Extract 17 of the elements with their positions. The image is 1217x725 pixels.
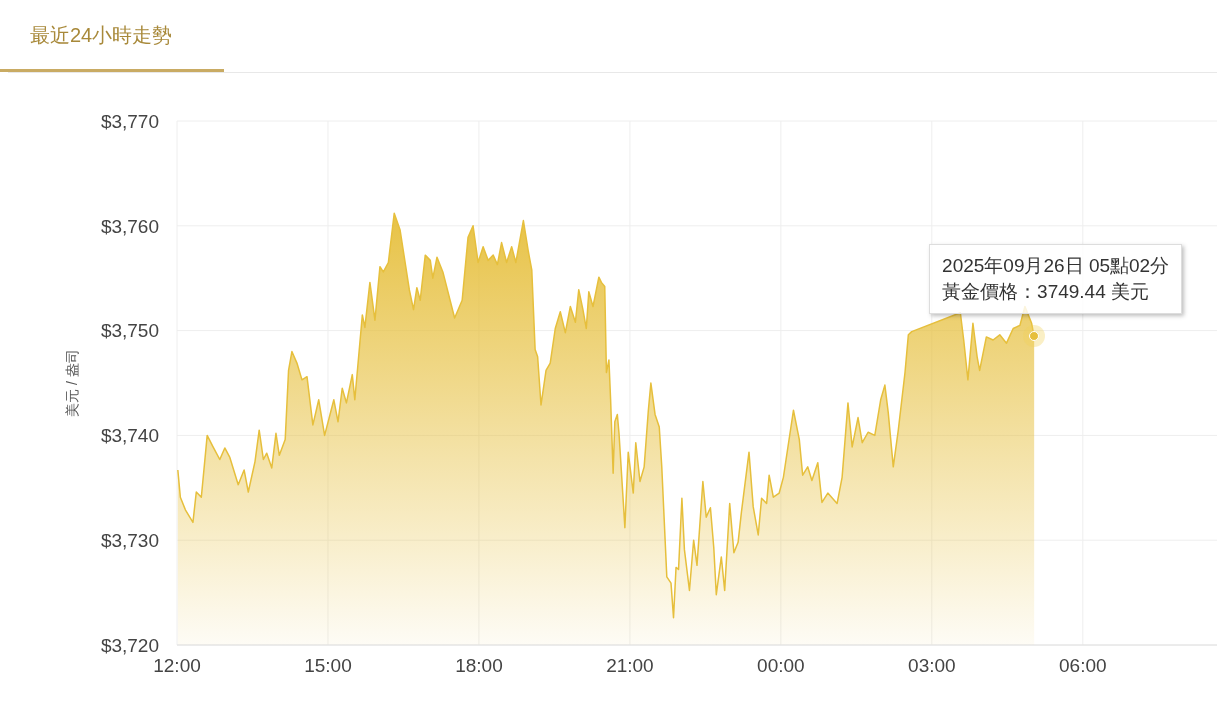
x-tick-label: 00:00 (757, 655, 805, 677)
y-tick-label: $3,740 (100, 425, 159, 447)
x-tick-label: 21:00 (606, 655, 654, 677)
annotation: 2025年09月26日 05點02分 (942, 254, 1170, 279)
y-tick-label: $3,770 (100, 110, 159, 132)
y-tick-label: $3,720 (100, 634, 159, 656)
x-tick-label: 03:00 (908, 655, 956, 677)
x-tick-label: 15:00 (304, 655, 352, 677)
x-tick-label: 06:00 (1059, 655, 1107, 677)
x-tick-label: 18:00 (455, 655, 503, 677)
y-axis-title: 美元 / 盎司 (64, 349, 81, 417)
chart-title: 最近24小時走勢 (30, 23, 173, 48)
y-tick-label: $3,760 (100, 215, 159, 237)
y-tick-label: $3,750 (100, 320, 159, 342)
annotation: 黃金價格：3749.44 美元 (942, 280, 1151, 305)
y-tick-label: $3,730 (100, 529, 159, 551)
x-tick-label: 12:00 (153, 655, 201, 677)
